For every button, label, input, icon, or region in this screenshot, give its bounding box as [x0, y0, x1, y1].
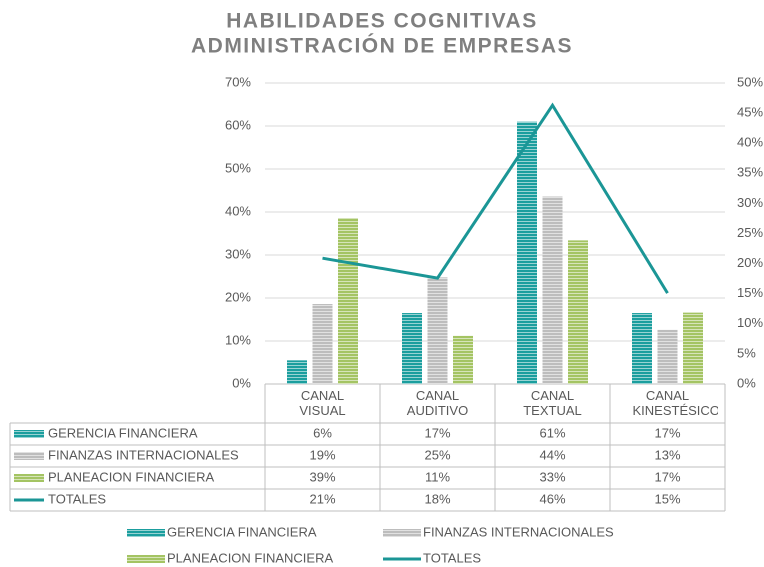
y2-tick-label: 20% [737, 255, 763, 270]
x-label-box: CANAL TEXTUAL [523, 388, 582, 418]
y-tick-label: 40% [225, 203, 251, 218]
y-tick-label: 30% [225, 246, 251, 261]
y2-tick-label: 0% [737, 375, 756, 390]
bar [402, 313, 422, 384]
x-label-box: CANAL VISUAL [299, 388, 346, 418]
line [322, 102, 669, 294]
y-tick-label: 10% [225, 332, 251, 347]
y-tick-label: 70% [225, 74, 251, 89]
table-cell: 17% [654, 425, 680, 440]
legend-swatch [14, 430, 44, 438]
chart-title: HABILIDADES COGNITIVAS [226, 10, 537, 33]
table-row-label: GERENCIA FINANCIERA [48, 425, 198, 440]
legend-swatch [127, 555, 165, 563]
legend-swatch [14, 452, 44, 460]
y2-tick-label: 30% [737, 195, 763, 210]
table-cell: 6% [313, 425, 332, 440]
bar [453, 335, 473, 384]
y2-tick-label: 5% [737, 345, 756, 360]
legend-label: PLANEACION FINANCIERA [167, 550, 333, 565]
bar [568, 240, 588, 384]
x-label-box: CANAL AUDITIVO [406, 388, 469, 418]
y-tick-label: 60% [225, 117, 251, 132]
x-tick-label: CANAL AUDITIVO [406, 388, 469, 418]
table-row-label: PLANEACION FINANCIERA [48, 469, 214, 484]
table-cell: 17% [424, 425, 450, 440]
table-cell: 13% [654, 447, 680, 462]
bar [427, 277, 448, 384]
table-row-label: FINANZAS INTERNACIONALES [48, 447, 239, 462]
table-row-label: TOTALES [48, 491, 106, 506]
x-label-box: CANAL KINESTÉSICO [632, 388, 718, 418]
x-tick-label: CANAL TEXTUAL [523, 388, 582, 418]
bar [287, 360, 307, 384]
table-cell: 19% [309, 447, 335, 462]
bar [542, 196, 563, 384]
y2-tick-label: 40% [737, 135, 763, 150]
bar [632, 313, 652, 384]
y2-tick-label: 15% [737, 285, 763, 300]
legend-swatch [14, 474, 44, 482]
chart-title: ADMINISTRACIÓN DE EMPRESAS [191, 34, 573, 58]
table-cell: 15% [654, 491, 680, 506]
table-cell: 17% [654, 469, 680, 484]
bar [312, 304, 333, 384]
y2-tick-label: 10% [737, 315, 763, 330]
table-cell: 33% [539, 469, 565, 484]
x-tick-label: CANAL VISUAL [299, 388, 346, 418]
y2-tick-label: 45% [737, 105, 763, 120]
table-cell: 39% [309, 469, 335, 484]
y2-tick-label: 35% [737, 165, 763, 180]
legend-label: GERENCIA FINANCIERA [167, 524, 317, 539]
legend-swatch [127, 529, 165, 537]
bar [517, 121, 537, 384]
bar [338, 218, 358, 384]
legend-label: TOTALES [423, 550, 481, 565]
table-cell: 11% [425, 469, 450, 484]
bar [683, 312, 703, 384]
table-cell: 46% [539, 491, 565, 506]
table-cell: 44% [539, 447, 565, 462]
table-cell: 18% [424, 491, 450, 506]
table-cell: 25% [424, 447, 450, 462]
table-cell: 21% [309, 491, 335, 506]
x-tick-label: CANAL KINESTÉSICO [632, 388, 718, 418]
bar [657, 329, 678, 384]
legend-swatch [383, 529, 421, 537]
y-tick-label: 0% [232, 375, 251, 390]
table-cell: 61% [539, 425, 565, 440]
y2-tick-label: 25% [737, 225, 763, 240]
y-tick-label: 20% [225, 289, 251, 304]
legend-label: FINANZAS INTERNACIONALES [423, 524, 614, 539]
y2-tick-label: 50% [737, 74, 763, 89]
y-tick-label: 50% [225, 160, 251, 175]
